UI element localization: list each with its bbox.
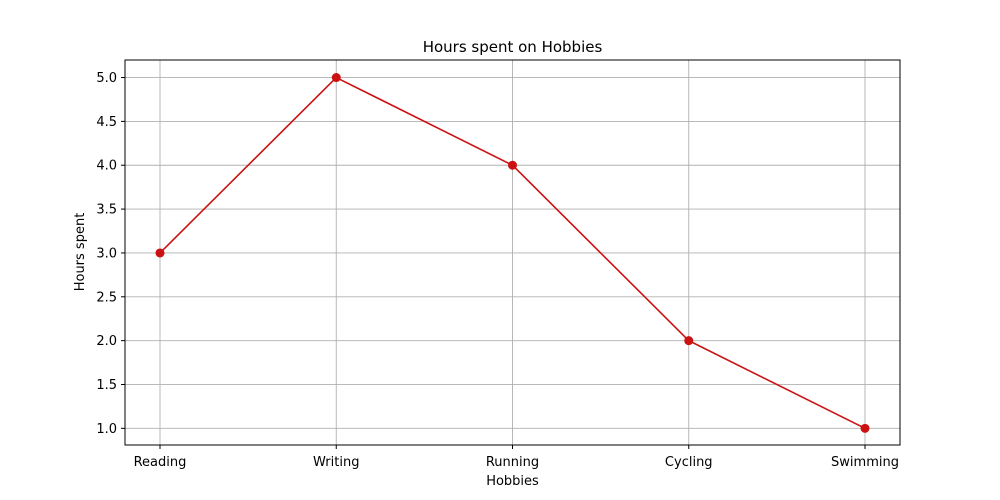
x-tick-label: Cycling [665, 455, 713, 470]
data-point-running [508, 160, 517, 170]
y-tick-label: 1.0 [96, 422, 117, 437]
y-tick-label: 1.5 [96, 378, 117, 393]
y-tick-label: 4.5 [96, 115, 117, 130]
plot-frame [124, 59, 901, 446]
y-axis-label: Hours spent [73, 213, 88, 292]
x-tick-label: Writing [313, 455, 359, 470]
y-tick-label: 3.5 [96, 203, 117, 218]
x-tick-label: Reading [134, 455, 187, 470]
y-tick-label: 4.0 [96, 159, 117, 174]
x-tick-label: Swimming [831, 455, 899, 470]
y-tick-label: 5.0 [96, 71, 117, 86]
grid [125, 60, 900, 445]
axes: Reading Writing Running Cycling Swimming 1.0 1… [96, 59, 901, 470]
y-tick-label: 3.0 [96, 246, 117, 261]
data-point-reading [155, 248, 165, 258]
data-point-swimming [860, 423, 870, 433]
chart-title: Hours spent on Hobbies [423, 38, 603, 56]
y-tick-label: 2.5 [96, 290, 117, 305]
x-tick-label: Running [486, 455, 539, 470]
series-layer [155, 73, 870, 433]
data-point-cycling [684, 336, 694, 346]
data-point-writing [331, 73, 341, 83]
x-axis-label: Hobbies [486, 474, 539, 489]
y-tick-label: 2.0 [96, 334, 117, 349]
